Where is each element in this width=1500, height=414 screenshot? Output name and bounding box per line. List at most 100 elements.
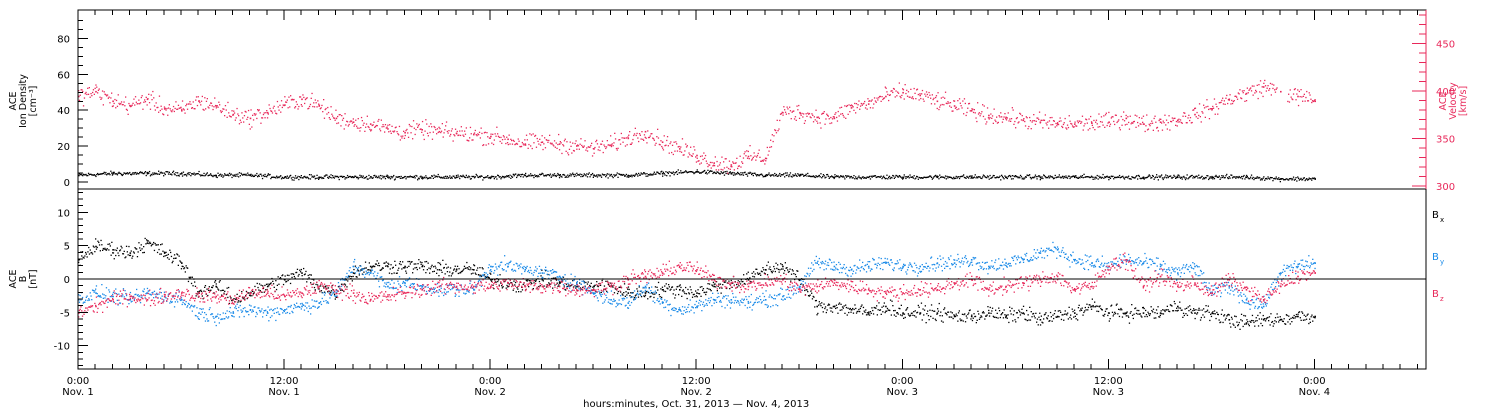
data-point [1026, 117, 1028, 119]
data-point [475, 173, 477, 176]
data-point-key [747, 279, 750, 281]
data-point [81, 89, 83, 91]
data-point [951, 177, 953, 179]
data-point [626, 144, 628, 146]
data-point [149, 293, 152, 296]
data-point [688, 292, 690, 294]
data-point [1250, 90, 1253, 92]
data-point [953, 176, 955, 178]
data-point [746, 173, 748, 175]
data-point [1050, 124, 1052, 126]
data-point [740, 279, 742, 281]
data-point [124, 105, 126, 107]
data-point [685, 143, 687, 145]
data-point [230, 312, 232, 314]
data-point [1291, 179, 1293, 181]
data-point [912, 177, 914, 179]
data-point [1010, 120, 1012, 122]
data-point [269, 283, 271, 285]
data-point [761, 159, 764, 162]
data-point [535, 280, 537, 282]
data-point [616, 149, 618, 151]
data-point [916, 311, 919, 313]
data-point [1265, 318, 1267, 320]
data-point [201, 295, 203, 297]
data-point-key [455, 132, 458, 135]
data-point [777, 268, 780, 271]
data-point [1227, 102, 1229, 105]
data-point [659, 173, 661, 175]
data-point [1193, 308, 1195, 310]
data-point [221, 110, 223, 112]
data-point [1182, 312, 1185, 314]
data-point [963, 113, 965, 115]
data-point [642, 173, 644, 175]
data-point [1008, 175, 1010, 177]
data-point [1084, 123, 1086, 125]
data-point [322, 111, 324, 113]
data-point [81, 174, 83, 176]
data-point [669, 142, 671, 145]
data-point [909, 315, 911, 317]
data-point [290, 174, 292, 177]
data-point [982, 115, 985, 118]
data-point [749, 145, 751, 147]
data-point [573, 175, 575, 178]
data-point [560, 142, 562, 144]
data-point [134, 247, 136, 249]
data-point [1146, 176, 1148, 179]
data-point [212, 285, 214, 287]
data-point [245, 111, 247, 113]
data-point [1072, 310, 1074, 313]
data-point [1030, 178, 1032, 180]
data-point [907, 313, 909, 315]
data-point-key [696, 154, 698, 157]
data-point [861, 304, 863, 306]
data-point [257, 174, 260, 177]
data-point [905, 92, 907, 95]
data-point [1112, 116, 1114, 118]
data-point [93, 174, 95, 176]
data-point [1141, 177, 1143, 179]
data-point [709, 288, 711, 291]
data-point [115, 293, 118, 295]
data-point [190, 282, 193, 285]
data-point [487, 136, 489, 138]
data-point [1151, 310, 1153, 312]
data-point [648, 174, 651, 176]
data-point [902, 89, 905, 91]
data-point [645, 137, 647, 139]
data-point [856, 310, 858, 313]
data-point [822, 311, 824, 313]
data-point [929, 309, 931, 311]
data-point [660, 140, 662, 142]
data-point [1313, 316, 1315, 319]
data-point [958, 177, 961, 180]
data-point [1268, 177, 1270, 180]
data-point [248, 314, 250, 316]
data-point [702, 289, 704, 291]
data-point [903, 98, 905, 100]
data-point [794, 173, 797, 175]
data-point [206, 288, 208, 290]
data-point [1063, 313, 1066, 315]
data-point [323, 99, 325, 101]
data-point [640, 296, 643, 298]
data-point [136, 294, 139, 297]
data-point [157, 106, 159, 109]
data-point [130, 301, 132, 303]
data-point [155, 172, 157, 174]
data-point [1032, 313, 1034, 315]
data-point [710, 167, 712, 169]
data-point [977, 177, 979, 179]
data-point [200, 104, 202, 106]
data-point [989, 117, 991, 119]
data-point [1288, 318, 1291, 321]
data-point [941, 315, 943, 317]
data-point [551, 175, 553, 177]
data-point [1294, 88, 1296, 90]
data-point [980, 113, 982, 115]
data-point-key [541, 141, 544, 143]
data-point [422, 134, 425, 136]
data-point [611, 175, 613, 177]
